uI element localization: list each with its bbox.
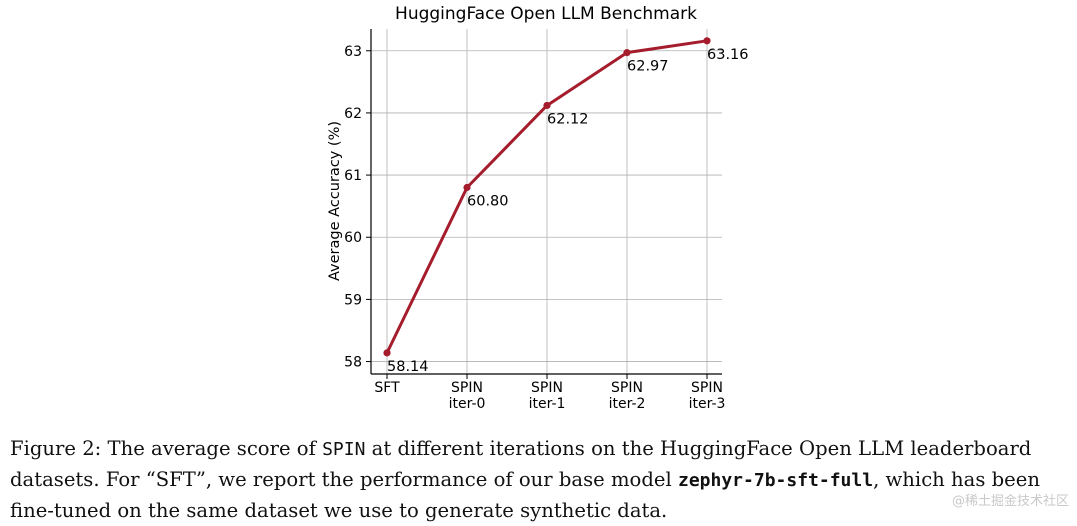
caption-text-1: The average score of [101, 437, 323, 460]
data-label: 60.80 [467, 194, 509, 210]
data-label: 63.16 [707, 47, 749, 63]
y-axis-label: Average Accuracy (%) [327, 121, 343, 281]
caption-text-3: , which has been fine-tuned on the same … [10, 468, 1040, 522]
x-tick-label: SPIN iter-3 [689, 380, 726, 412]
y-tick-label: 62 [344, 106, 362, 122]
data-point [383, 349, 391, 357]
axes [366, 29, 722, 379]
caption-figure-label: Figure 2: [10, 437, 102, 460]
x-tick-label: SPIN iter-1 [529, 380, 566, 412]
data-label: 62.12 [547, 111, 589, 127]
data-point [623, 49, 631, 57]
chart-title: HuggingFace Open LLM Benchmark [395, 4, 697, 24]
x-tick-label: SFT [374, 380, 400, 396]
y-tick-label: 60 [344, 230, 362, 246]
caption-model-name: zephyr-7b-sft-full [678, 470, 874, 491]
grid-lines [371, 29, 722, 374]
y-tick-label: 58 [344, 355, 362, 371]
data-label: 62.97 [627, 59, 669, 75]
watermark: @稀土掘金技术社区 [951, 494, 1069, 509]
figure-caption: Figure 2: The average score of SPIN at d… [10, 434, 1072, 526]
data-label: 58.14 [387, 359, 429, 375]
caption-spin: SPIN [322, 439, 366, 460]
x-tick-labels: SFT SPIN iter-0 SPIN iter-1 SPIN iter-2 SPIN ite… [374, 380, 725, 412]
line-chart: HuggingFace Open LLM Benchmark 58 59 60 61 6… [327, 4, 749, 412]
y-tick-label: 63 [344, 44, 362, 60]
data-point [703, 37, 711, 45]
data-labels: 58.14 60.80 62.12 62.97 63.16 [387, 47, 749, 375]
caption-text-2: at different iterations on the HuggingFa… [10, 437, 1032, 491]
data-point [463, 183, 471, 192]
data-point [543, 101, 551, 110]
x-tick-label: SPIN iter-2 [609, 380, 646, 412]
y-tick-label: 61 [344, 168, 362, 184]
y-tick-label: 59 [344, 292, 362, 308]
y-tick-labels: 58 59 60 61 62 63 [344, 44, 362, 371]
x-tick-label: SPIN iter-0 [449, 380, 486, 412]
series [383, 37, 711, 357]
